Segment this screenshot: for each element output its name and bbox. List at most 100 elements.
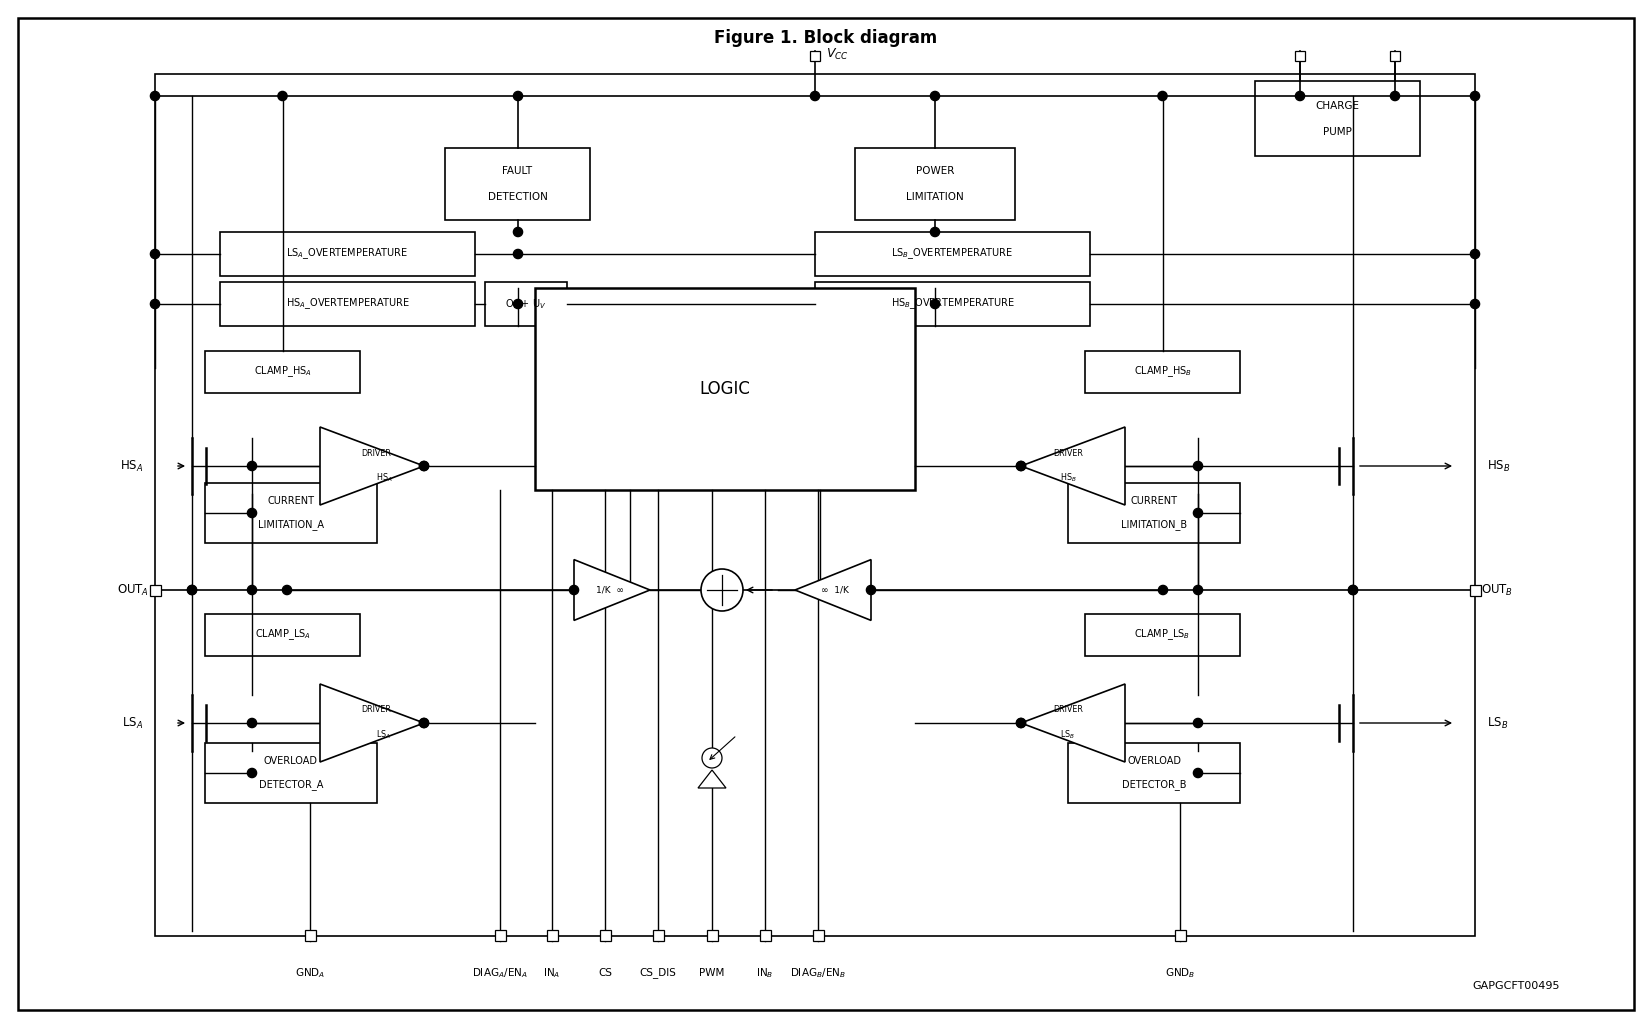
Circle shape [1193,509,1203,518]
Circle shape [1193,768,1203,777]
Circle shape [187,585,197,594]
Text: OVERLOAD: OVERLOAD [1127,756,1181,766]
Circle shape [187,585,197,594]
Text: DIAG$_B$/EN$_B$: DIAG$_B$/EN$_B$ [790,966,846,980]
Text: GAPGCFT00495: GAPGCFT00495 [1472,981,1559,991]
Bar [1067,743,1241,803]
Text: O$_V$ + U$_V$: O$_V$ + U$_V$ [506,297,547,310]
Bar [1256,81,1421,156]
Circle shape [1016,462,1026,471]
Text: GND$_B$: GND$_B$ [1165,966,1194,980]
Bar [444,148,590,220]
Text: CS: CS [598,968,611,978]
Bar [1175,930,1186,942]
Text: HS$_A$: HS$_A$ [375,472,392,484]
Bar [205,614,360,656]
Bar [486,282,567,326]
Bar [1067,483,1241,543]
Bar [1470,585,1480,595]
Text: LS$_A$: LS$_A$ [377,729,392,741]
Circle shape [570,585,578,594]
Circle shape [930,91,940,101]
Bar [1085,614,1241,656]
Circle shape [702,748,722,768]
Circle shape [811,91,819,101]
Bar [220,282,476,326]
Bar [205,743,377,803]
Text: IN$_A$: IN$_A$ [544,966,560,980]
Text: DETECTOR_A: DETECTOR_A [259,779,324,791]
Text: CLAMP_HS$_A$: CLAMP_HS$_A$ [253,365,312,379]
Bar [814,282,1090,326]
Circle shape [514,227,522,236]
Bar [304,930,316,942]
Circle shape [248,509,256,518]
Circle shape [866,585,876,594]
Text: OUT$_B$: OUT$_B$ [1480,583,1513,597]
Text: LS$_B$_OVERTEMPERATURE: LS$_B$_OVERTEMPERATURE [892,247,1014,261]
Text: DETECTOR_B: DETECTOR_B [1122,779,1186,791]
Text: CLAMP_LS$_B$: CLAMP_LS$_B$ [1135,627,1191,642]
Bar [149,585,160,595]
Text: LIMITATION_B: LIMITATION_B [1122,519,1188,530]
Text: DRIVER: DRIVER [1052,448,1084,457]
Circle shape [420,462,428,471]
Polygon shape [795,559,871,621]
Circle shape [930,227,940,236]
Circle shape [150,250,160,259]
Polygon shape [320,684,425,762]
Text: HS$_A$_OVERTEMPERATURE: HS$_A$_OVERTEMPERATURE [286,297,410,311]
Text: $V_{CC}$: $V_{CC}$ [826,46,849,62]
Polygon shape [1021,427,1125,505]
Bar [813,930,823,942]
Text: HS$_A$: HS$_A$ [119,458,144,474]
Bar [547,930,557,942]
Bar [653,930,664,942]
Bar [814,232,1090,276]
Circle shape [1016,462,1026,471]
Circle shape [420,719,428,728]
Text: LS$_A$: LS$_A$ [122,715,144,731]
Circle shape [248,768,256,777]
Text: DRIVER: DRIVER [362,705,392,714]
Circle shape [1193,462,1203,471]
Text: LS$_B$: LS$_B$ [1487,715,1508,731]
Circle shape [278,91,287,101]
Circle shape [514,250,522,259]
Text: HS$_B$_OVERTEMPERATURE: HS$_B$_OVERTEMPERATURE [890,297,1014,311]
Circle shape [1193,585,1203,594]
Text: DETECTION: DETECTION [487,192,547,201]
Circle shape [1470,299,1480,308]
Circle shape [1470,250,1480,259]
Polygon shape [320,427,425,505]
Text: DRIVER: DRIVER [1052,705,1084,714]
Text: HS$_B$: HS$_B$ [1487,458,1510,474]
Text: GND$_A$: GND$_A$ [294,966,325,980]
Circle shape [700,570,743,611]
Text: Figure 1. Block diagram: Figure 1. Block diagram [714,29,938,47]
Text: LOGIC: LOGIC [699,380,750,398]
Bar [856,148,1014,220]
Circle shape [248,585,256,594]
Text: PUMP: PUMP [1323,126,1351,137]
Bar [1295,51,1305,61]
Circle shape [1348,585,1358,594]
Bar [155,74,1475,937]
Bar [707,930,717,942]
Text: DIAG$_A$/EN$_A$: DIAG$_A$/EN$_A$ [472,966,529,980]
Text: LIMITATION_A: LIMITATION_A [258,519,324,530]
Bar [494,930,506,942]
Bar [760,930,770,942]
Text: CURRENT: CURRENT [268,495,314,506]
Circle shape [514,299,522,308]
Circle shape [150,299,160,308]
Circle shape [1016,719,1026,728]
Text: OUT$_A$: OUT$_A$ [117,583,149,597]
Text: CS_DIS: CS_DIS [639,967,676,979]
Text: LS$_A$_OVERTEMPERATURE: LS$_A$_OVERTEMPERATURE [286,247,408,261]
Text: FAULT: FAULT [502,166,532,176]
Bar [809,51,819,61]
Bar [1389,51,1399,61]
Text: CLAMP_HS$_B$: CLAMP_HS$_B$ [1133,365,1191,379]
Circle shape [1158,585,1168,594]
